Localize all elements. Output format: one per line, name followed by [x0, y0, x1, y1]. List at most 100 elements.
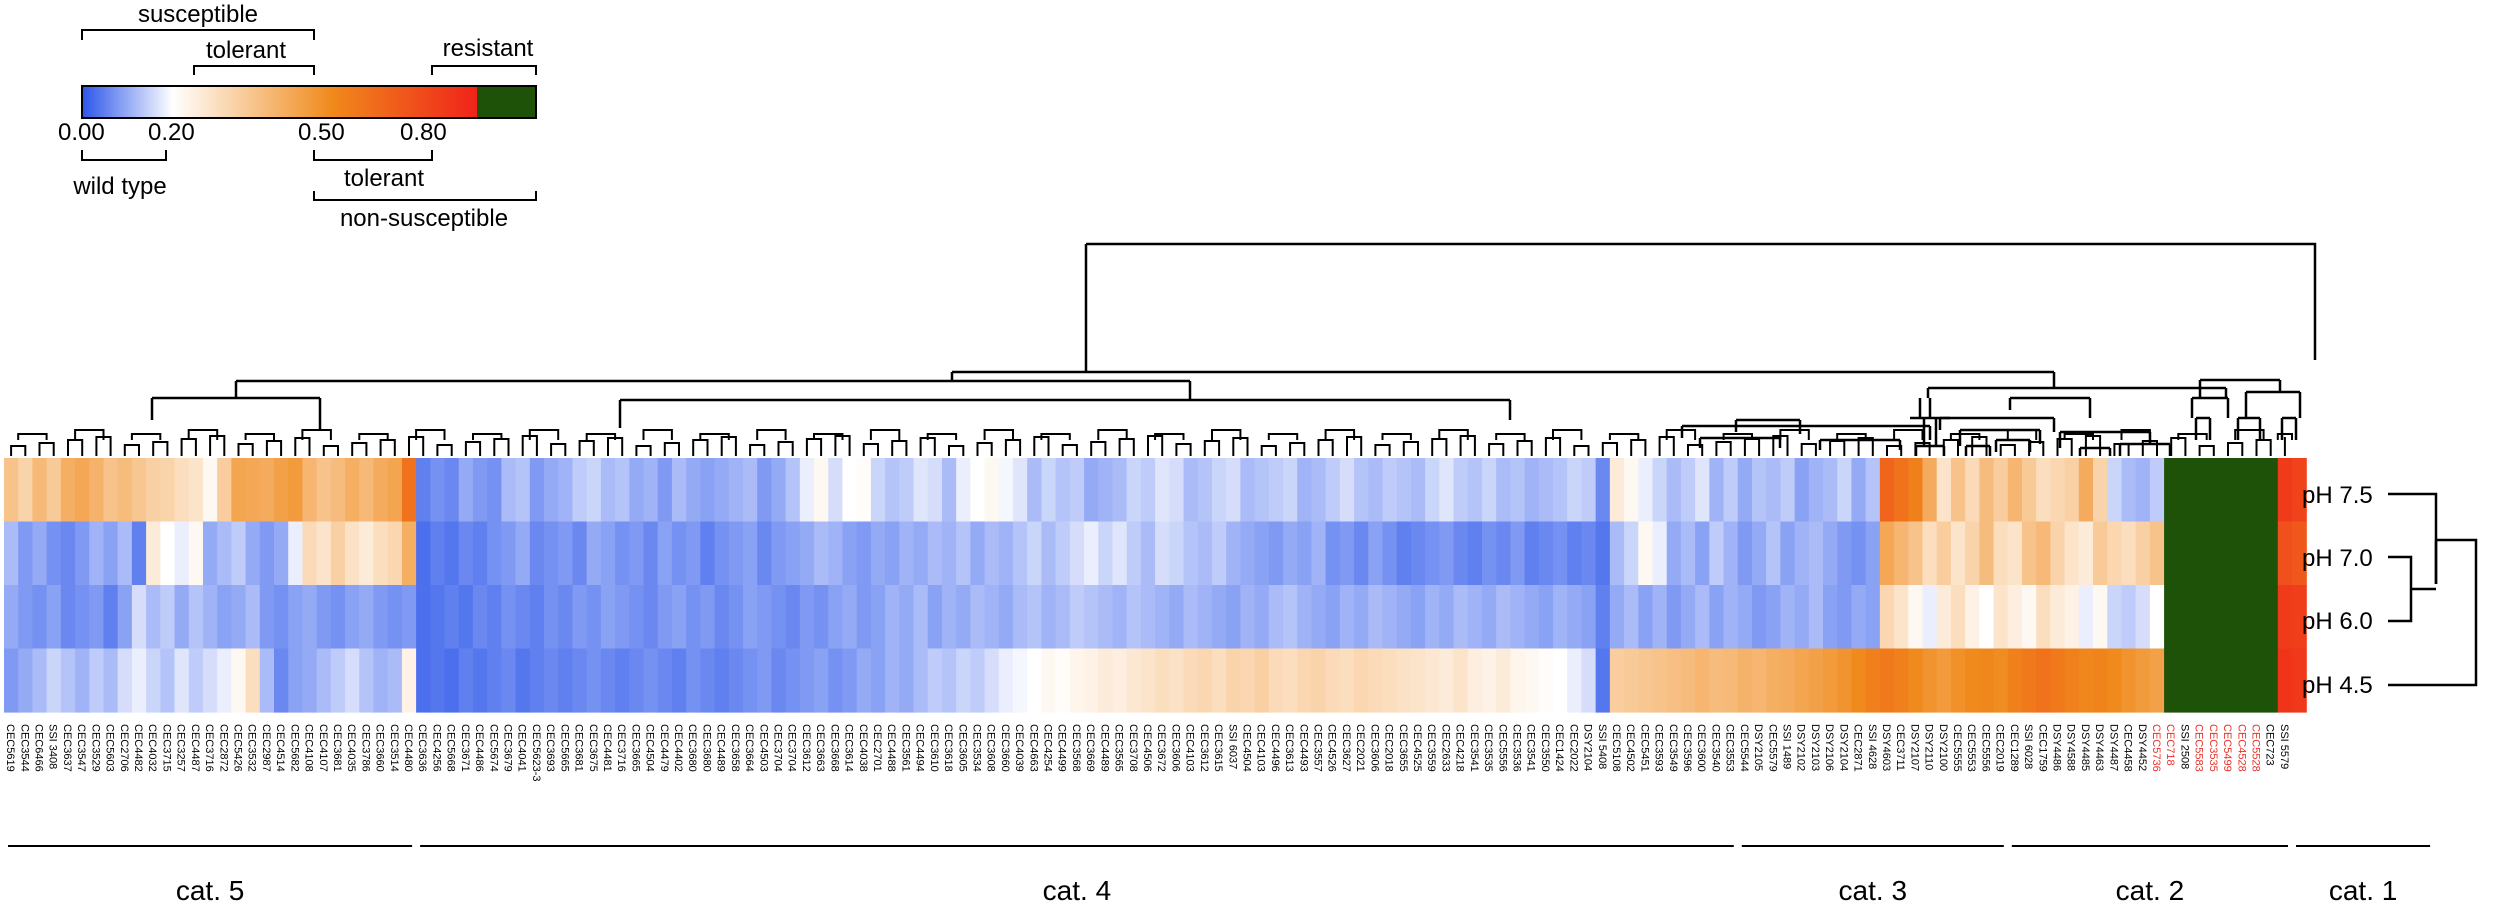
heatmap-cell: [89, 648, 105, 713]
heatmap-cell: [1382, 458, 1398, 523]
heatmap-cell: [1766, 458, 1781, 523]
column-label: CEC3716: [203, 724, 215, 772]
heatmap-cell: [458, 585, 474, 650]
heatmap-cell: [89, 521, 105, 586]
heatmap-cell: [1624, 648, 1639, 713]
heatmap-cell: [345, 648, 360, 713]
column-label: CEC5108: [1610, 724, 1622, 772]
column-label: CEC5426: [232, 724, 244, 772]
heatmap-cell: [1936, 648, 1952, 713]
heatmap-cell: [615, 585, 630, 650]
column-label: CEC3693: [544, 724, 556, 772]
heatmap-cell: [970, 458, 986, 523]
heatmap-cell: [1325, 458, 1341, 523]
heatmap-cell: [529, 648, 545, 713]
heatmap-cell: [1808, 458, 1824, 523]
column-label: CEC3608: [985, 724, 997, 772]
heatmap-cell: [899, 585, 915, 650]
heatmap-cell: [316, 585, 332, 650]
column-label: CEC3593: [1653, 724, 1665, 772]
heatmap-cell: [970, 585, 986, 650]
column-label: CEC3612: [1198, 724, 1210, 772]
heatmap-cell: [1453, 585, 1469, 650]
heatmap-cell: [444, 521, 460, 586]
heatmap-cell: [231, 521, 247, 586]
heatmap-cell: [2021, 521, 2037, 586]
heatmap-cell: [742, 585, 758, 650]
category-label: cat. 3: [1839, 875, 1907, 904]
heatmap-cell: [629, 458, 645, 523]
heatmap-cell: [1197, 585, 1213, 650]
column-label: CEC4218: [1454, 724, 1466, 772]
heatmap-cell: [1737, 585, 1753, 650]
heatmap-cell: [1439, 458, 1455, 523]
column-label: DSY2106: [1823, 724, 1835, 771]
heatmap-cell: [714, 648, 730, 713]
heatmap-cell: [75, 585, 90, 650]
column-label: CEC4663: [1027, 724, 1039, 772]
heatmap-cell: [1510, 458, 1526, 523]
heatmap-cell: [103, 585, 119, 650]
heatmap-cell: [1012, 458, 1028, 523]
column-label: CEC3596: [1681, 724, 1693, 772]
heatmap-cell: [401, 521, 417, 586]
heatmap-cell: [1268, 521, 1284, 586]
legend-susceptible: susceptible: [138, 1, 258, 28]
column-label: CEC5451: [1638, 724, 1650, 772]
heatmap-cell: [1865, 458, 1881, 523]
column-label: CEC3704: [772, 724, 784, 772]
heatmap-cell: [2050, 648, 2066, 713]
heatmap-cell: [117, 648, 133, 713]
heatmap-cell: [842, 648, 858, 713]
heatmap-cell: [1794, 585, 1810, 650]
heatmap-cell: [1965, 521, 1980, 586]
heatmap-cell: [1908, 648, 1924, 713]
heatmap-cell: [1780, 458, 1796, 523]
heatmap-cell: [856, 585, 872, 650]
heatmap-cell: [1837, 648, 1853, 713]
column-label: CEC3257: [175, 724, 187, 772]
heatmap-cell: [1638, 521, 1654, 586]
column-label: CEC4108: [303, 724, 315, 772]
heatmap-cell: [515, 585, 531, 650]
heatmap-cell: [1467, 521, 1483, 586]
heatmap-cell: [1098, 521, 1114, 586]
heatmap-cell: [856, 648, 872, 713]
column-label: CEC1759: [2036, 724, 2048, 772]
heatmap-cell: [416, 648, 431, 713]
heatmap-cell: [1666, 585, 1682, 650]
heatmap-cell: [1283, 458, 1298, 523]
heatmap-cell: [1709, 585, 1725, 650]
column-label: CEC3675: [587, 724, 599, 772]
heatmap-cell: [416, 521, 431, 586]
heatmap-cell: [1794, 648, 1810, 713]
heatmap-cell: [188, 521, 204, 586]
heatmap-cell: [46, 521, 62, 586]
heatmap-cell: [1297, 458, 1313, 523]
heatmap-cell: [700, 458, 716, 523]
heatmap-cell: [1851, 521, 1867, 586]
heatmap-cell: [1283, 585, 1298, 650]
heatmap-cell: [728, 648, 744, 713]
heatmap-cell: [1012, 648, 1028, 713]
heatmap-cell: [828, 521, 844, 586]
column-labels: CEC5619 CEC3544 CEC6466 SSI 3408 CEC3637 CEC3…: [4, 724, 2290, 781]
heatmap-cell: [1695, 648, 1710, 713]
column-label: CEC4107: [317, 724, 329, 772]
heatmap-cell: [998, 521, 1014, 586]
heatmap-cell: [46, 648, 62, 713]
legend-tick-3: 0.80: [400, 119, 447, 146]
heatmap-cell: [1581, 521, 1597, 586]
heatmap-cell: [103, 648, 119, 713]
column-label: CEC4493: [1297, 724, 1309, 772]
column-label: CEC4489: [1098, 724, 1110, 772]
heatmap-cell: [657, 521, 673, 586]
heatmap-cell: [785, 458, 801, 523]
column-label: CEC6466: [33, 724, 45, 772]
heatmap-cell: [856, 458, 872, 523]
heatmap-cell: [2036, 458, 2052, 523]
column-label: CEC5583: [2193, 724, 2205, 772]
heatmap-cell: [1268, 585, 1284, 650]
heatmap-cell: [1652, 521, 1668, 586]
column-label: CEC3681: [331, 724, 343, 772]
